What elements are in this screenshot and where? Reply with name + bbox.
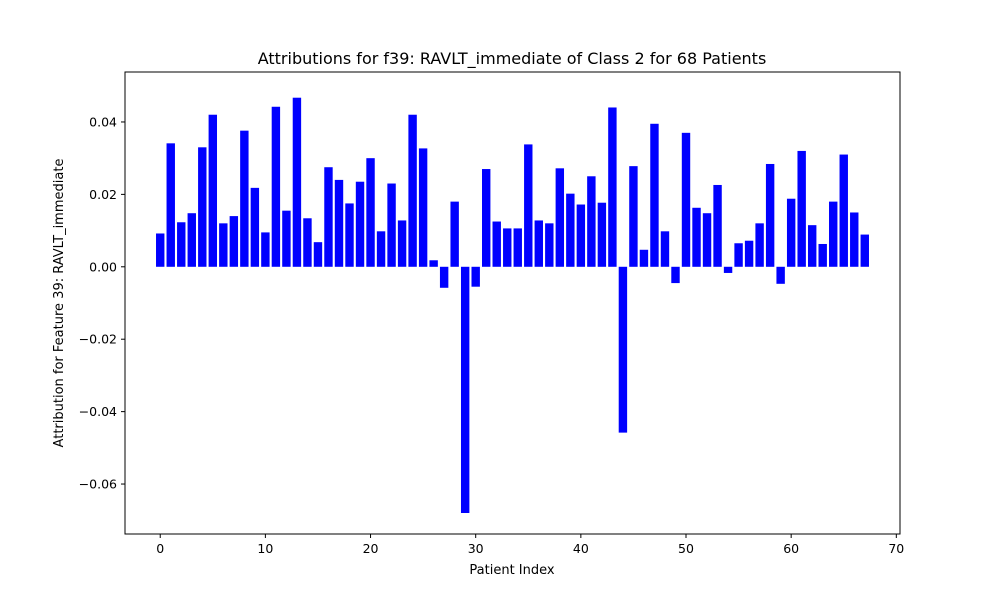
bar-patient-35 (524, 144, 533, 267)
bar-patient-37 (545, 223, 554, 267)
x-axis-label: Patient Index (469, 563, 554, 578)
bar-patient-40 (576, 204, 586, 267)
y-tick-label: 0.02 (89, 187, 117, 202)
bar-patient-50 (681, 132, 691, 267)
bar-patient-33 (503, 228, 512, 267)
bar-patient-62 (807, 225, 817, 267)
bar-patient-51 (692, 207, 701, 267)
bar-patient-16 (324, 167, 333, 267)
bar-patient-47 (650, 123, 659, 267)
y-axis-label: Attribution for Feature 39: RAVLT_immedi… (52, 159, 67, 448)
bar-patient-18 (345, 203, 354, 267)
y-axis: −0.06 −0.04 −0.02 0.00 0.02 0.04 (79, 114, 125, 492)
bar-patient-22 (387, 183, 396, 267)
bar-patient-29 (460, 266, 470, 513)
bar-patient-14 (303, 218, 312, 267)
bars (156, 97, 869, 513)
bar-patient-28 (450, 201, 459, 267)
bar-patient-8 (240, 130, 249, 267)
bar-patient-44 (618, 266, 628, 433)
bar-patient-43 (608, 107, 617, 267)
bar-patient-1 (166, 143, 175, 267)
y-tick-label: −0.06 (79, 477, 117, 492)
x-tick-label: 0 (156, 541, 164, 556)
bar-patient-65 (839, 154, 848, 267)
bar-patient-27 (439, 266, 449, 288)
bar-patient-26 (429, 260, 438, 267)
bar-patient-24 (408, 114, 417, 267)
bar-patient-4 (198, 147, 207, 267)
bar-patient-46 (639, 249, 649, 267)
bar-patient-52 (702, 213, 712, 267)
chart-title: Attributions for f39: RAVLT_immediate of… (258, 49, 767, 69)
bar-patient-19 (355, 181, 365, 267)
x-tick-label: 60 (783, 541, 799, 556)
bar-patient-54 (723, 266, 733, 273)
y-tick-label: 0.00 (89, 259, 117, 274)
bar-patient-67 (860, 234, 869, 267)
bar-patient-60 (786, 198, 796, 267)
x-axis: 0 10 20 30 40 50 60 70 (156, 534, 904, 556)
bar-patient-5 (208, 114, 218, 267)
y-tick-label: −0.04 (79, 404, 117, 419)
bar-patient-9 (250, 187, 260, 267)
bar-patient-15 (313, 242, 323, 267)
bar-patient-30 (471, 266, 480, 287)
bar-patient-2 (177, 222, 186, 267)
bar-patient-48 (660, 231, 670, 267)
x-tick-label: 50 (678, 541, 694, 556)
bar-patient-0 (156, 233, 165, 267)
bar-patient-6 (219, 223, 228, 267)
bar-patient-66 (850, 212, 859, 267)
bar-patient-38 (555, 168, 565, 267)
bar-patient-39 (566, 193, 575, 267)
bar-patient-55 (734, 243, 743, 267)
bar-patient-59 (776, 266, 785, 284)
bar-patient-41 (587, 176, 596, 267)
bar-patient-11 (271, 106, 281, 267)
bar-patient-32 (492, 221, 501, 267)
bar-patient-25 (418, 148, 428, 267)
bar-patient-57 (755, 223, 764, 267)
bar-patient-23 (397, 220, 407, 267)
bar-patient-10 (261, 232, 270, 267)
x-tick-label: 30 (468, 541, 484, 556)
bar-patient-20 (366, 158, 375, 267)
bar-patient-7 (229, 216, 239, 267)
bar-patient-49 (671, 266, 680, 284)
bar-patient-17 (334, 179, 344, 267)
x-tick-label: 40 (573, 541, 589, 556)
bar-patient-21 (376, 231, 386, 267)
plot-frame (124, 71, 901, 535)
x-tick-label: 10 (257, 541, 273, 556)
bar-patient-42 (597, 202, 607, 267)
bar-patient-61 (797, 150, 806, 267)
bar-patient-34 (513, 228, 522, 267)
x-tick-label: 20 (363, 541, 379, 556)
bar-patient-31 (482, 169, 491, 267)
bar-patient-3 (187, 213, 196, 267)
bar-patient-13 (292, 97, 302, 267)
y-tick-label: −0.02 (79, 332, 117, 347)
bar-patient-64 (829, 201, 838, 267)
bar-patient-45 (629, 166, 638, 267)
bar-patient-53 (713, 184, 722, 267)
y-tick-label: 0.04 (89, 114, 117, 129)
bar-patient-56 (744, 240, 754, 267)
bar-patient-58 (765, 163, 775, 267)
x-tick-label: 70 (888, 541, 904, 556)
bar-patient-36 (534, 220, 543, 267)
bar-patient-63 (818, 243, 827, 267)
bar-patient-12 (282, 210, 291, 267)
